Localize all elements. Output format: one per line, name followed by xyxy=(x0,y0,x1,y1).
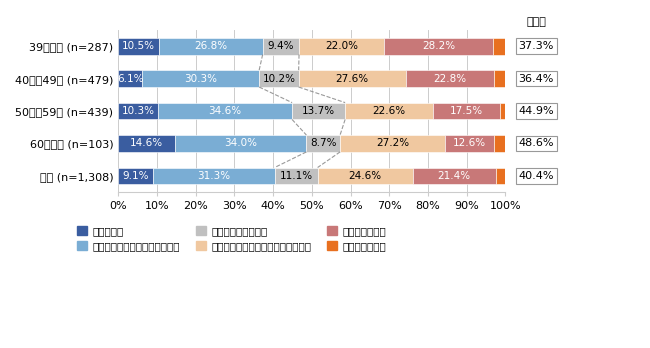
Text: 9.4%: 9.4% xyxy=(268,41,294,51)
Bar xyxy=(299,38,384,55)
Bar xyxy=(298,70,406,87)
Bar xyxy=(159,38,263,55)
Text: 36.4%: 36.4% xyxy=(519,73,554,84)
Bar xyxy=(384,38,493,55)
Bar xyxy=(292,103,345,119)
Bar xyxy=(493,38,506,55)
Text: 31.3%: 31.3% xyxy=(198,171,231,181)
Text: 10.2%: 10.2% xyxy=(263,73,295,84)
Text: 22.6%: 22.6% xyxy=(372,106,406,116)
Bar xyxy=(433,103,500,119)
Text: 37.3%: 37.3% xyxy=(519,41,554,51)
Text: 28.2%: 28.2% xyxy=(422,41,456,51)
Text: 34.6%: 34.6% xyxy=(209,106,242,116)
Text: 27.2%: 27.2% xyxy=(376,139,410,149)
Text: 40.4%: 40.4% xyxy=(519,171,554,181)
Text: 22.8%: 22.8% xyxy=(433,73,466,84)
Bar xyxy=(259,70,298,87)
Legend: 当てはまる, どちらかと言えば、当てはまる, どちらとも言えない, どちらかと言えば、当てはまらない, 当てはまらない, 該当者がいない: 当てはまる, どちらかと言えば、当てはまる, どちらとも言えない, どちらかと言… xyxy=(77,226,386,251)
Text: 14.6%: 14.6% xyxy=(130,139,163,149)
Text: 10.5%: 10.5% xyxy=(122,41,155,51)
Text: 21.4%: 21.4% xyxy=(437,171,471,181)
Text: 9.1%: 9.1% xyxy=(123,171,149,181)
Text: 6.1%: 6.1% xyxy=(117,73,143,84)
Bar xyxy=(494,70,506,87)
Bar xyxy=(340,135,445,152)
Text: 22.0%: 22.0% xyxy=(325,41,358,51)
Bar xyxy=(318,167,413,184)
Text: 17.5%: 17.5% xyxy=(450,106,483,116)
Text: 48.6%: 48.6% xyxy=(519,139,554,149)
Bar xyxy=(175,135,306,152)
Bar xyxy=(500,103,506,119)
Text: 44.9%: 44.9% xyxy=(519,106,554,116)
Bar xyxy=(496,167,506,184)
Text: 12.6%: 12.6% xyxy=(453,139,486,149)
Bar xyxy=(118,167,153,184)
Bar xyxy=(445,135,494,152)
Text: 27.6%: 27.6% xyxy=(335,73,369,84)
Bar xyxy=(345,103,433,119)
Bar xyxy=(118,135,175,152)
Text: 24.6%: 24.6% xyxy=(348,171,382,181)
Bar xyxy=(118,70,142,87)
Text: 34.0%: 34.0% xyxy=(224,139,257,149)
Bar xyxy=(306,135,340,152)
Bar xyxy=(263,38,299,55)
Text: 肯定計: 肯定計 xyxy=(526,17,546,27)
Bar xyxy=(406,70,494,87)
Bar xyxy=(494,135,506,152)
Bar xyxy=(275,167,318,184)
Bar xyxy=(142,70,259,87)
Bar xyxy=(118,38,159,55)
Text: 11.1%: 11.1% xyxy=(280,171,313,181)
Text: 30.3%: 30.3% xyxy=(184,73,217,84)
Text: 10.3%: 10.3% xyxy=(122,106,155,116)
Bar xyxy=(158,103,292,119)
Text: 26.8%: 26.8% xyxy=(194,41,228,51)
Bar xyxy=(153,167,275,184)
Bar xyxy=(118,103,158,119)
Text: 8.7%: 8.7% xyxy=(310,139,337,149)
Bar xyxy=(413,167,496,184)
Text: 13.7%: 13.7% xyxy=(302,106,335,116)
